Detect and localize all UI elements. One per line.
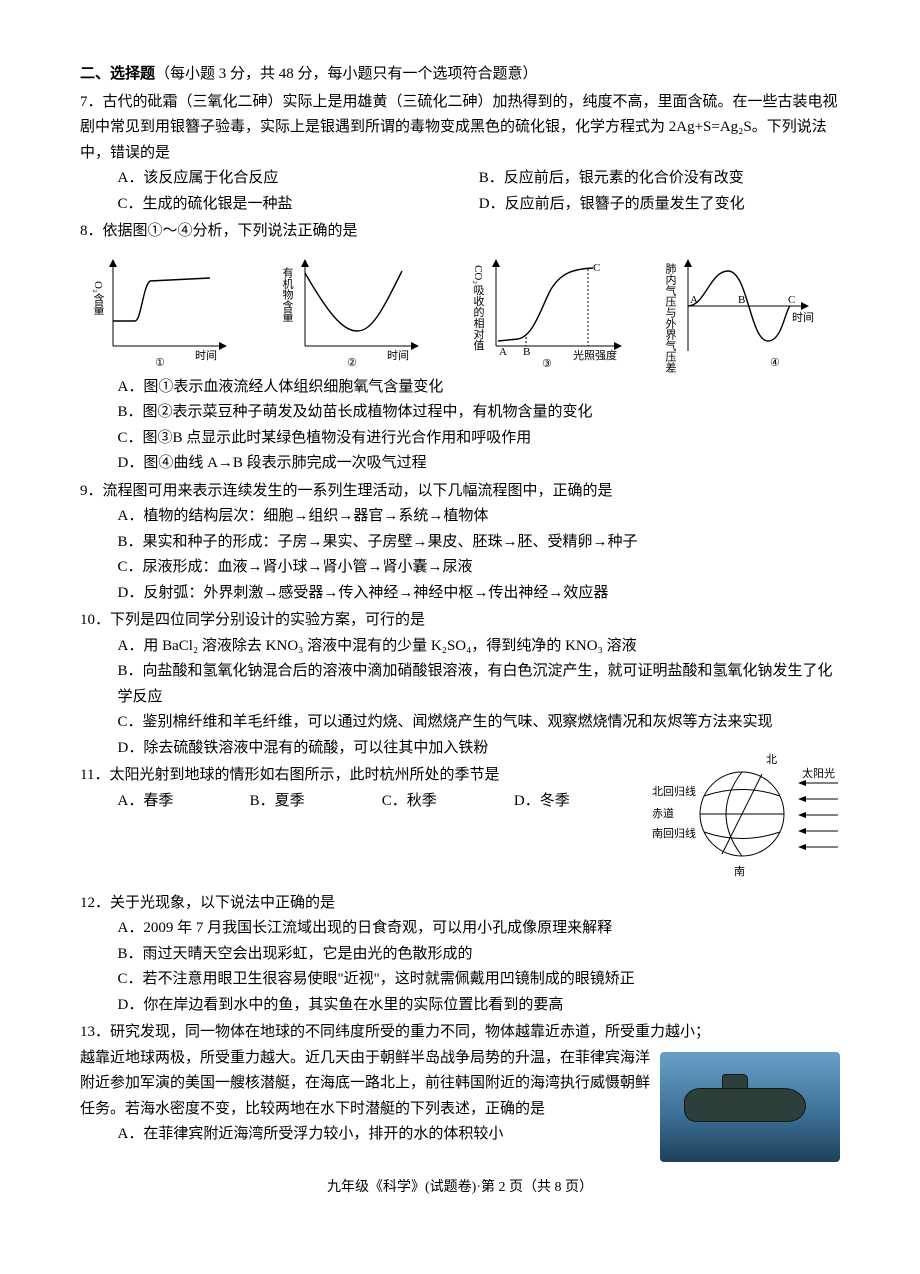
section-note: （每小题 3 分，共 48 分，每小题只有一个选项符合题意） <box>155 66 538 82</box>
page-footer: 九年级《科学》(试题卷)·第 2 页（共 8 页） <box>80 1176 840 1200</box>
q11: 11．太阳光射到地球的情形如右图所示，此时杭州所处的季节是 A．春季 B．夏季 … <box>80 763 840 889</box>
q12-opt-b[interactable]: B．雨过天晴天空会出现彩虹，它是由光的色散形成的 <box>118 942 841 968</box>
q13-opt-a[interactable]: A．在菲律宾附近海湾所受浮力较小，排开的水的体积较小 <box>118 1122 653 1148</box>
q8-chart2-curve <box>305 271 402 331</box>
submarine-hull <box>684 1088 806 1122</box>
q10-opt-a[interactable]: A．用 BaCl₂ 溶液除去 KNO₃ 溶液中混有的少量 K₂SO₄，得到纯净的… <box>118 634 841 660</box>
svg-text:O₂含量: O₂含量 <box>92 281 105 315</box>
q13-num: 13． <box>80 1024 110 1040</box>
q8-chart3-labelA: A <box>499 346 507 358</box>
q8-opt-c[interactable]: C．图③B 点显示此时某绿色植物没有进行光合作用和呼吸作用 <box>118 426 841 452</box>
q11-label-north: 北 <box>766 753 777 766</box>
q12-opt-a[interactable]: A．2009 年 7 月我国长江流域出现的日食奇观，可以用小孔成像原理来解释 <box>118 916 841 942</box>
q8-chart4-xlabel: 时间 <box>792 311 814 324</box>
q9-opt-b[interactable]: B．果实和种子的形成：子房→果实、子房壁→果皮、胚珠→胚、受精卵→种子 <box>118 530 841 556</box>
q11-opt-a[interactable]: A．春季 <box>118 789 250 815</box>
q11-label-tropN: 北回归线 <box>652 784 696 798</box>
q10-opt-b[interactable]: B．向盐酸和氢氧化钠混合后的溶液中滴加硝酸银溶液，有白色沉淀产生，就可证明盐酸和… <box>118 659 841 710</box>
q8-charts: O₂含量 时间 ① 有机物含量 时间 ② <box>95 251 840 371</box>
q8-chart3-xlabel: 光照强度 <box>573 348 617 362</box>
q11-num: 11． <box>80 767 109 783</box>
q8-opt-b[interactable]: B．图②表示菜豆种子萌发及幼苗长成植物体过程中，有机物含量的变化 <box>118 400 841 426</box>
q12-opt-c[interactable]: C．若不注意用眼卫生很容易使眼"近视"，这时就需佩戴用凹镜制成的眼镜矫正 <box>118 967 841 993</box>
q8-chart3: A B C CO₂吸收的相对值 光照强度 ③ <box>478 251 648 371</box>
q8-chart4-labelC: C <box>788 294 795 306</box>
q7-opt-b[interactable]: B．反应前后，银元素的化合价没有改变 <box>479 166 840 192</box>
svg-text:有机物含量: 有机物含量 <box>281 265 294 321</box>
q8-chart3-labelC: C <box>593 262 600 274</box>
q11-label-south: 南 <box>734 865 745 878</box>
section-header: 二、选择题（每小题 3 分，共 48 分，每小题只有一个选项符合题意） <box>80 62 840 88</box>
q8: 8．依据图①～④分析，下列说法正确的是 O₂含量 时间 ① <box>80 219 840 477</box>
q11-label-sun: 太阳光 <box>802 766 835 780</box>
q10-stem: 下列是四位同学分别设计的实验方案，可行的是 <box>110 612 425 628</box>
q8-chart1: O₂含量 时间 ① <box>95 251 265 371</box>
q9-opt-c[interactable]: C．尿液形成：血液→肾小球→肾小管→肾小囊→尿液 <box>118 555 841 581</box>
q8-chart1-curve <box>113 278 210 321</box>
q8-chart4-num: ④ <box>770 357 780 369</box>
q10-num: 10． <box>80 612 110 628</box>
q8-chart3-labelB: B <box>523 346 530 358</box>
q8-opt-a[interactable]: A．图①表示血液流经人体组织细胞氧气含量变化 <box>118 375 841 401</box>
section-title: 二、选择题 <box>80 66 155 82</box>
q12-num: 12． <box>80 895 110 911</box>
q9-stem: 流程图可用来表示连续发生的一系列生理活动，以下几幅流程图中，正确的是 <box>103 483 613 499</box>
q8-chart3-num: ③ <box>542 358 552 370</box>
q11-stem: 太阳光射到地球的情形如右图所示，此时杭州所处的季节是 <box>109 767 499 783</box>
q11-opt-d[interactable]: D．冬季 <box>514 789 646 815</box>
q7-opt-d[interactable]: D．反应前后，银簪子的质量发生了变化 <box>479 192 840 218</box>
q11-label-tropS: 南回归线 <box>652 826 696 840</box>
q8-chart4-labelB: B <box>738 294 745 306</box>
q11-opt-b[interactable]: B．夏季 <box>250 789 382 815</box>
q13-submarine-image <box>660 1052 840 1162</box>
q12-opt-d[interactable]: D．你在岸边看到水中的鱼，其实鱼在水里的实际位置比看到的要高 <box>118 993 841 1019</box>
svg-text:CO₂吸收的相对值: CO₂吸收的相对值 <box>472 265 485 351</box>
q8-opt-d[interactable]: D．图④曲线 A→B 段表示肺完成一次吸气过程 <box>118 451 841 477</box>
q11-label-eq: 赤道 <box>652 806 674 820</box>
q8-chart2-num: ② <box>347 357 357 369</box>
q8-chart4-labelA: A <box>690 294 698 306</box>
q7-opt-a[interactable]: A．该反应属于化合反应 <box>118 166 479 192</box>
svg-text:肺内气压与外界气压差: 肺内气压与外界气压差 <box>664 262 677 372</box>
q9: 9．流程图可用来表示连续发生的一系列生理活动，以下几幅流程图中，正确的是 A．植… <box>80 479 840 607</box>
q13-stem2: 越靠近地球两极，所受重力越大。近几天由于朝鲜半岛战争局势的升温，在菲律宾海洋附近… <box>80 1050 650 1117</box>
q10-opt-c[interactable]: C．鉴别棉纤维和羊毛纤维，可以通过灼烧、闻燃烧产生的气味、观察燃烧情况和灰烬等方… <box>118 710 841 736</box>
q7: 7．古代的砒霜（三氧化二砷）实际上是用雄黄（三硫化二砷）加热得到的，纯度不高，里… <box>80 90 840 218</box>
q8-chart2-xlabel: 时间 <box>387 349 409 362</box>
q7-opt-c[interactable]: C．生成的硫化银是一种盐 <box>118 192 479 218</box>
q8-stem: 依据图①～④分析，下列说法正确的是 <box>103 223 358 239</box>
q9-opt-d[interactable]: D．反射弧：外界刺激→感受器→传入神经→神经中枢→传出神经→效应器 <box>118 581 841 607</box>
q13: 13．研究发现，同一物体在地球的不同纬度所受的重力不同，物体越靠近赤道，所受重力… <box>80 1020 840 1162</box>
q12: 12．关于光现象，以下说法中正确的是 A．2009 年 7 月我国长江流域出现的… <box>80 891 840 1019</box>
q8-chart4: A B C 肺内气压与外界气压差 时间 ④ <box>670 251 840 371</box>
q8-chart3-curve <box>498 268 593 341</box>
q7-num: 7． <box>80 94 103 110</box>
q13-stem1: 研究发现，同一物体在地球的不同纬度所受的重力不同，物体越靠近赤道，所受重力越小； <box>110 1024 710 1040</box>
q11-opt-c[interactable]: C．秋季 <box>382 789 514 815</box>
q9-num: 9． <box>80 483 103 499</box>
q8-num: 8． <box>80 223 103 239</box>
q11-diagram: 北 南 赤道 北回归线 南回归线 太阳光 <box>650 749 840 889</box>
q9-opt-a[interactable]: A．植物的结构层次：细胞→组织→器官→系统→植物体 <box>118 504 841 530</box>
q10: 10．下列是四位同学分别设计的实验方案，可行的是 A．用 BaCl₂ 溶液除去 … <box>80 608 840 761</box>
q8-chart1-num: ① <box>155 357 165 369</box>
q8-chart2: 有机物含量 时间 ② <box>287 251 457 371</box>
q7-stem: 古代的砒霜（三氧化二砷）实际上是用雄黄（三硫化二砷）加热得到的，纯度不高，里面含… <box>80 94 838 161</box>
q12-stem: 关于光现象，以下说法中正确的是 <box>110 895 335 911</box>
q8-chart1-xlabel: 时间 <box>195 349 217 362</box>
